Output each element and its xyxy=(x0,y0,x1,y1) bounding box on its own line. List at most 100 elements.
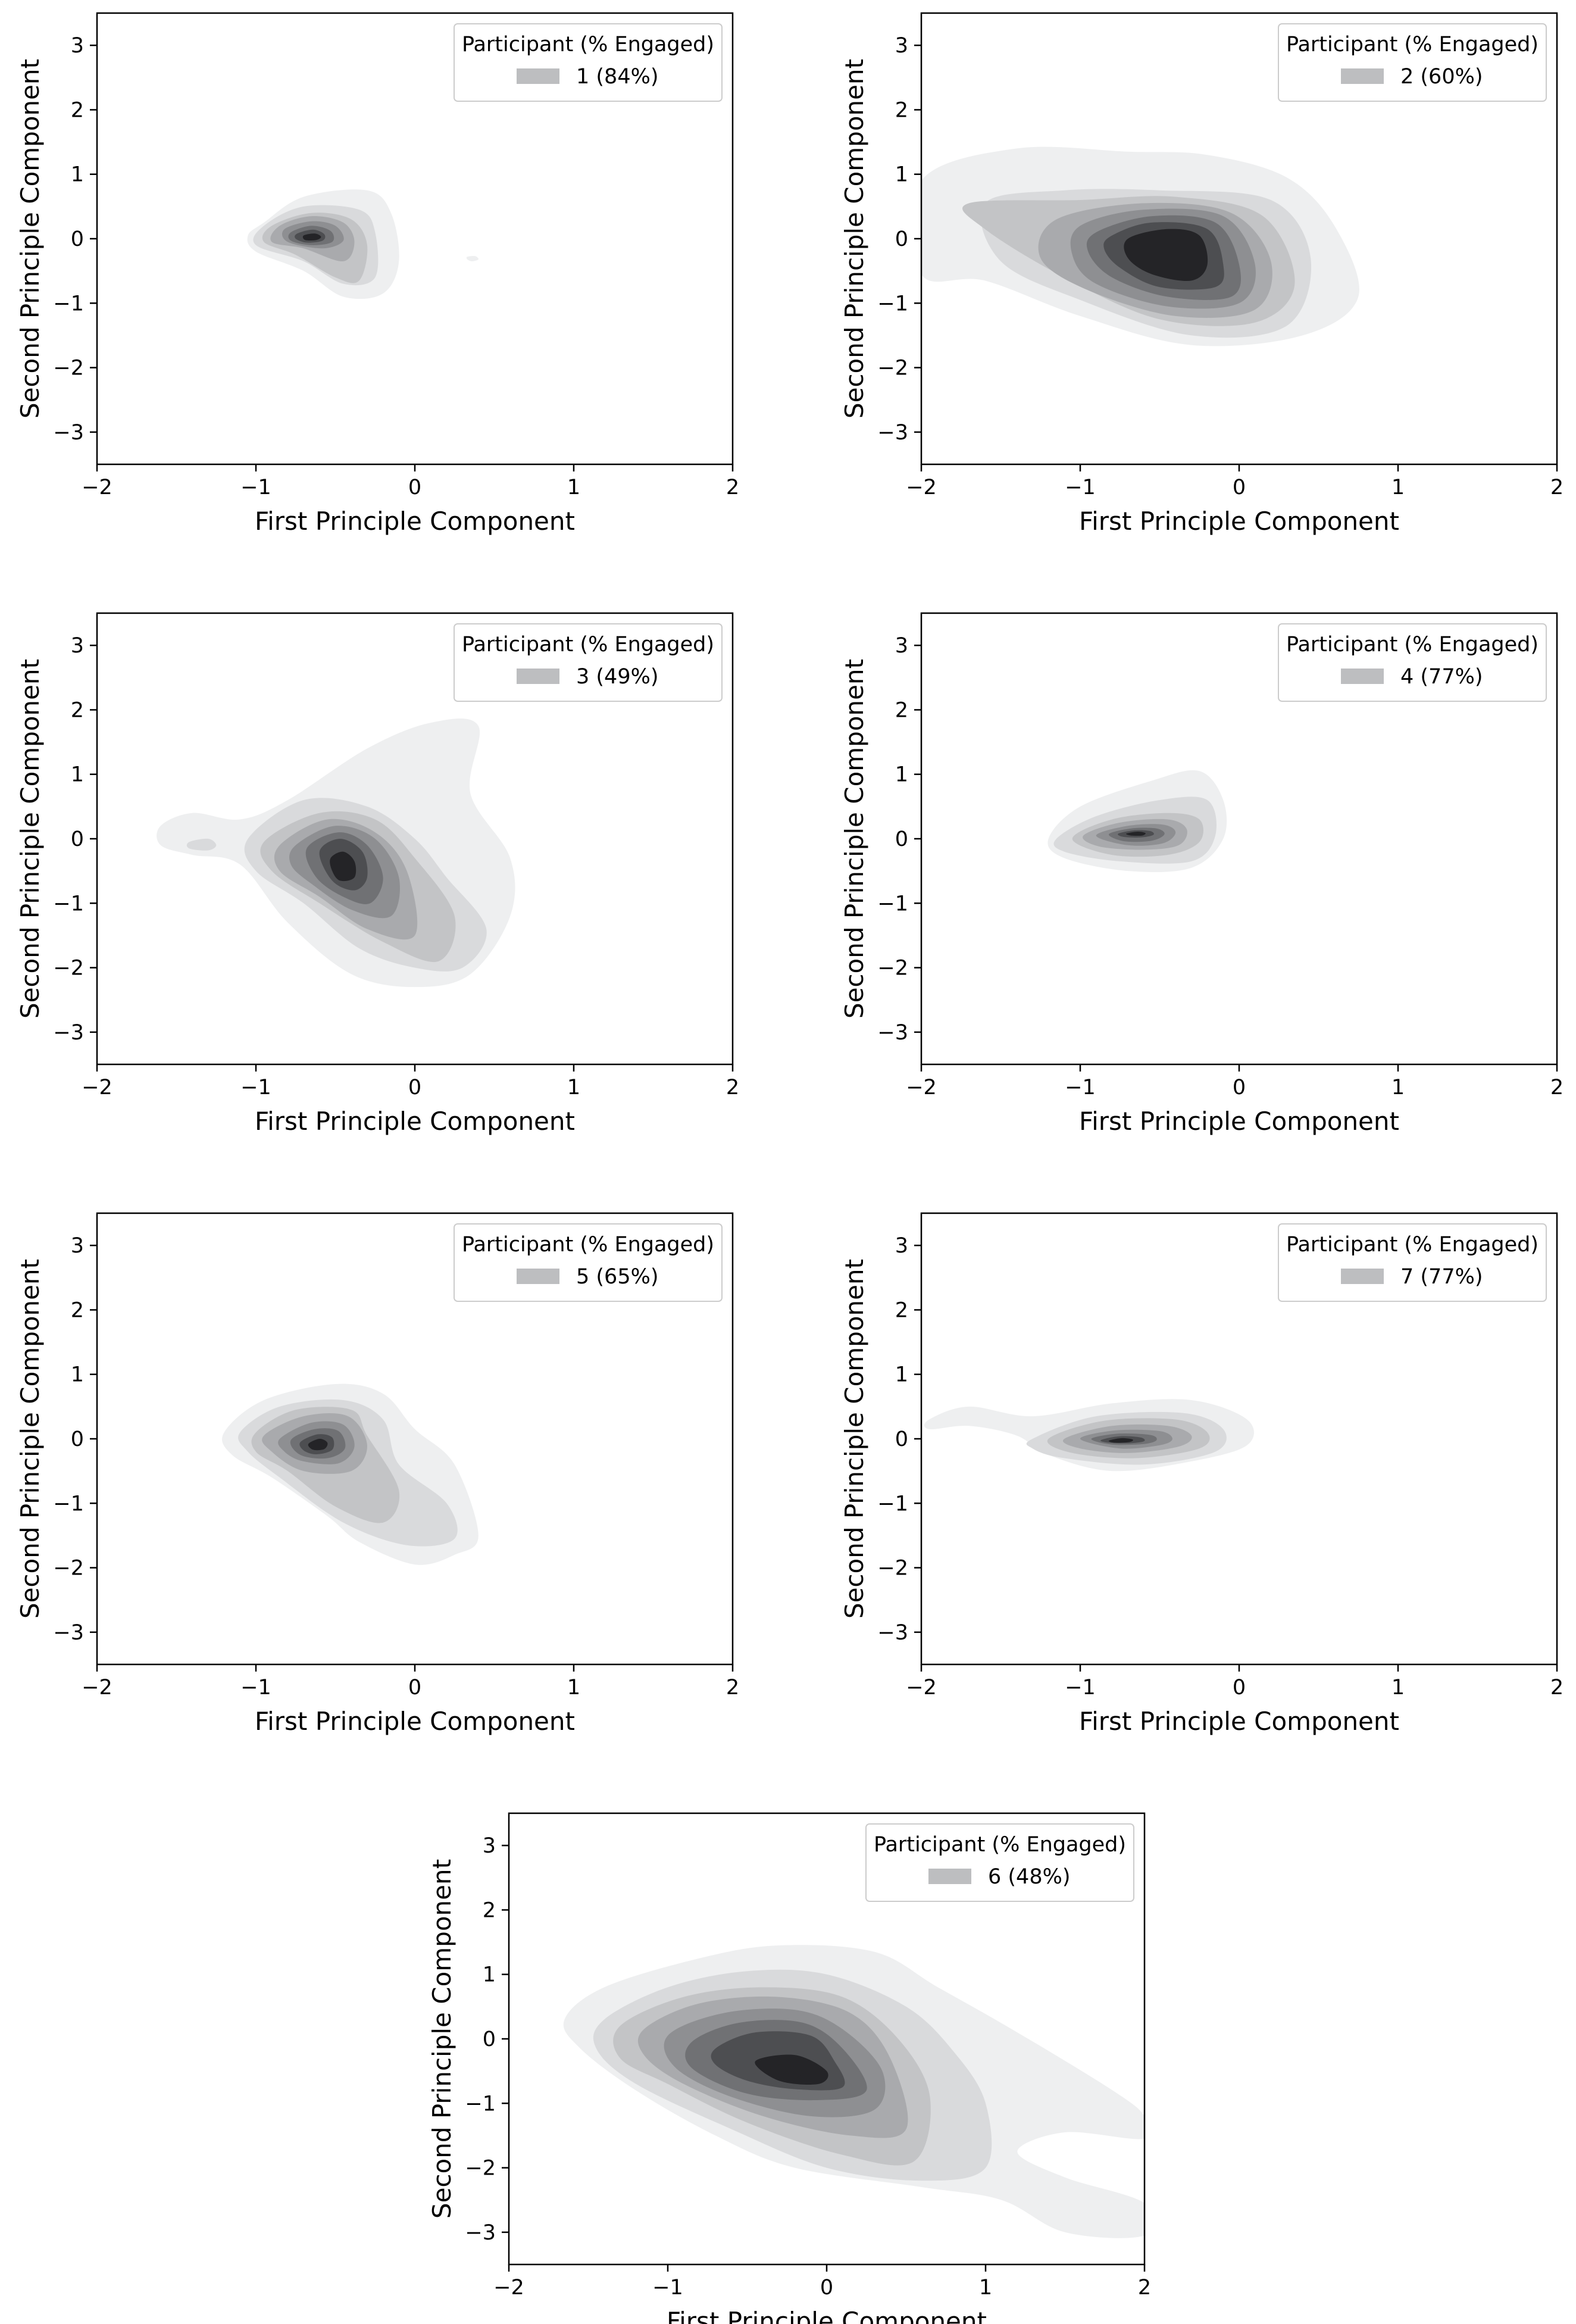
legend-swatch xyxy=(928,1869,971,1884)
x-tick-label: 0 xyxy=(408,1076,421,1099)
y-tick-label: 1 xyxy=(895,1363,908,1387)
y-tick-label: 1 xyxy=(895,763,908,787)
y-tick-label: −1 xyxy=(53,292,84,316)
y-tick-label: −1 xyxy=(877,1492,908,1516)
y-tick-label: 2 xyxy=(895,698,908,722)
y-tick-label: 0 xyxy=(71,227,84,251)
y-tick-label: 3 xyxy=(483,1834,496,1858)
x-tick-label: 2 xyxy=(1550,1076,1564,1099)
y-tick-label: 3 xyxy=(71,634,84,658)
contour-level-8 xyxy=(770,2064,803,2079)
x-tick-label: 0 xyxy=(408,476,421,499)
y-tick-label: 1 xyxy=(71,163,84,187)
x-tick-label: −1 xyxy=(240,1076,271,1099)
y-tick-label: −1 xyxy=(877,292,908,316)
kde-panel-7: −2 −1 0 1 2 3 2 1 0 −1 −2 −3 First Principle Compone… xyxy=(427,1812,1151,2324)
legend: Participant (% Engaged) 5 (65%) xyxy=(454,1223,723,1302)
y-tick-label: −2 xyxy=(53,1557,84,1580)
x-axis-label: First Principle Component xyxy=(667,2307,987,2324)
legend-entry-label: 2 (60%) xyxy=(1400,65,1483,89)
y-tick-label: 0 xyxy=(71,827,84,851)
x-tick-label: 2 xyxy=(1550,476,1564,499)
y-tick-label: 2 xyxy=(483,1898,496,1922)
y-tick-label: −3 xyxy=(53,1621,84,1645)
y-tick-label: 2 xyxy=(71,1298,84,1322)
y-tick-label: −3 xyxy=(53,421,84,445)
kde-panel-4: −2 −1 0 1 2 3 2 1 0 −1 −2 −3 First Principle Compone… xyxy=(840,612,1564,1136)
legend-entry-label: 3 (49%) xyxy=(576,665,659,689)
x-tick-label: −2 xyxy=(906,1076,937,1099)
x-tick-label: 0 xyxy=(1233,476,1246,499)
y-tick-label: 3 xyxy=(895,34,908,58)
legend-title: Participant (% Engaged) xyxy=(462,633,714,657)
contour-level-8 xyxy=(1124,229,1208,281)
legend-entry-label: 1 (84%) xyxy=(576,65,659,89)
x-tick-label: −1 xyxy=(1065,1676,1096,1700)
contour-level-8 xyxy=(308,1438,328,1451)
y-tick-label: −2 xyxy=(877,957,908,980)
legend-swatch xyxy=(517,1269,559,1284)
y-tick-label: 2 xyxy=(71,698,84,722)
x-axis-label: First Principle Component xyxy=(1079,507,1399,536)
kde-panel-5: −2 −1 0 1 2 3 2 1 0 −1 −2 −3 First Principle Compone… xyxy=(15,1212,739,1736)
legend-entry-label: 5 (65%) xyxy=(576,1265,659,1289)
y-tick-label: −3 xyxy=(877,1621,908,1645)
x-axis-label: First Principle Component xyxy=(255,1707,575,1736)
x-tick-label: −1 xyxy=(1065,1076,1096,1099)
x-tick-label: −2 xyxy=(906,1676,937,1700)
kde-panel-3: −2 −1 0 1 2 3 2 1 0 −1 −2 −3 First Principle Compone… xyxy=(15,612,739,1136)
y-tick-label: 2 xyxy=(895,98,908,122)
density-contours xyxy=(1047,770,1227,872)
x-tick-label: 1 xyxy=(567,1676,580,1700)
y-tick-label: 3 xyxy=(895,1234,908,1258)
x-tick-label: −2 xyxy=(493,2276,524,2300)
x-axis-label: First Principle Component xyxy=(255,1107,575,1136)
x-tick-label: 0 xyxy=(820,2276,833,2300)
legend-entry-label: 4 (77%) xyxy=(1400,665,1483,689)
y-axis-label: Second Principle Component xyxy=(840,659,869,1019)
y-axis-label: Second Principle Component xyxy=(15,659,45,1019)
y-tick-label: 1 xyxy=(71,763,84,787)
y-tick-label: 3 xyxy=(71,34,84,58)
contour-level-8 xyxy=(330,851,357,882)
kde-panel-2: −2 −1 0 1 2 3 2 1 0 −1 −2 −3 First Principle Compone… xyxy=(840,12,1564,536)
x-tick-label: −1 xyxy=(240,476,271,499)
y-tick-label: 2 xyxy=(895,1298,908,1322)
y-tick-label: −3 xyxy=(465,2221,496,2245)
density-contours xyxy=(222,1383,479,1565)
y-tick-label: −1 xyxy=(465,2092,496,2116)
legend-swatch xyxy=(517,68,559,84)
density-contours xyxy=(563,1945,1145,2238)
y-tick-label: 0 xyxy=(483,2028,496,2051)
legend-title: Participant (% Engaged) xyxy=(1286,1233,1539,1257)
legend-title: Participant (% Engaged) xyxy=(1286,633,1539,657)
y-tick-label: −2 xyxy=(465,2157,496,2181)
legend: Participant (% Engaged) 3 (49%) xyxy=(454,623,723,702)
y-tick-label: −3 xyxy=(877,421,908,445)
legend-swatch xyxy=(1341,669,1384,684)
legend: Participant (% Engaged) 7 (77%) xyxy=(1278,1223,1547,1302)
y-tick-label: −2 xyxy=(877,357,908,380)
y-tick-label: −3 xyxy=(53,1021,84,1045)
contour-level-8 xyxy=(1126,832,1146,836)
y-tick-label: −2 xyxy=(53,357,84,380)
contour-level-1 xyxy=(466,255,479,261)
x-tick-label: 0 xyxy=(1233,1676,1246,1700)
x-tick-label: 2 xyxy=(1550,1676,1564,1700)
y-tick-label: 1 xyxy=(895,163,908,187)
y-tick-label: −1 xyxy=(53,892,84,916)
x-tick-label: 1 xyxy=(979,2276,992,2300)
y-tick-label: −1 xyxy=(53,1492,84,1516)
density-contours xyxy=(924,1399,1254,1472)
legend: Participant (% Engaged) 4 (77%) xyxy=(1278,623,1547,702)
y-tick-label: 0 xyxy=(71,1427,84,1451)
y-tick-label: −2 xyxy=(877,1557,908,1580)
x-tick-label: −2 xyxy=(82,1076,112,1099)
x-tick-label: 1 xyxy=(1391,1076,1405,1099)
x-tick-label: −1 xyxy=(240,1676,271,1700)
x-tick-label: 1 xyxy=(1391,1676,1405,1700)
y-tick-label: −3 xyxy=(877,1021,908,1045)
legend: Participant (% Engaged) 6 (48%) xyxy=(865,1823,1134,1902)
x-tick-label: −1 xyxy=(1065,476,1096,499)
